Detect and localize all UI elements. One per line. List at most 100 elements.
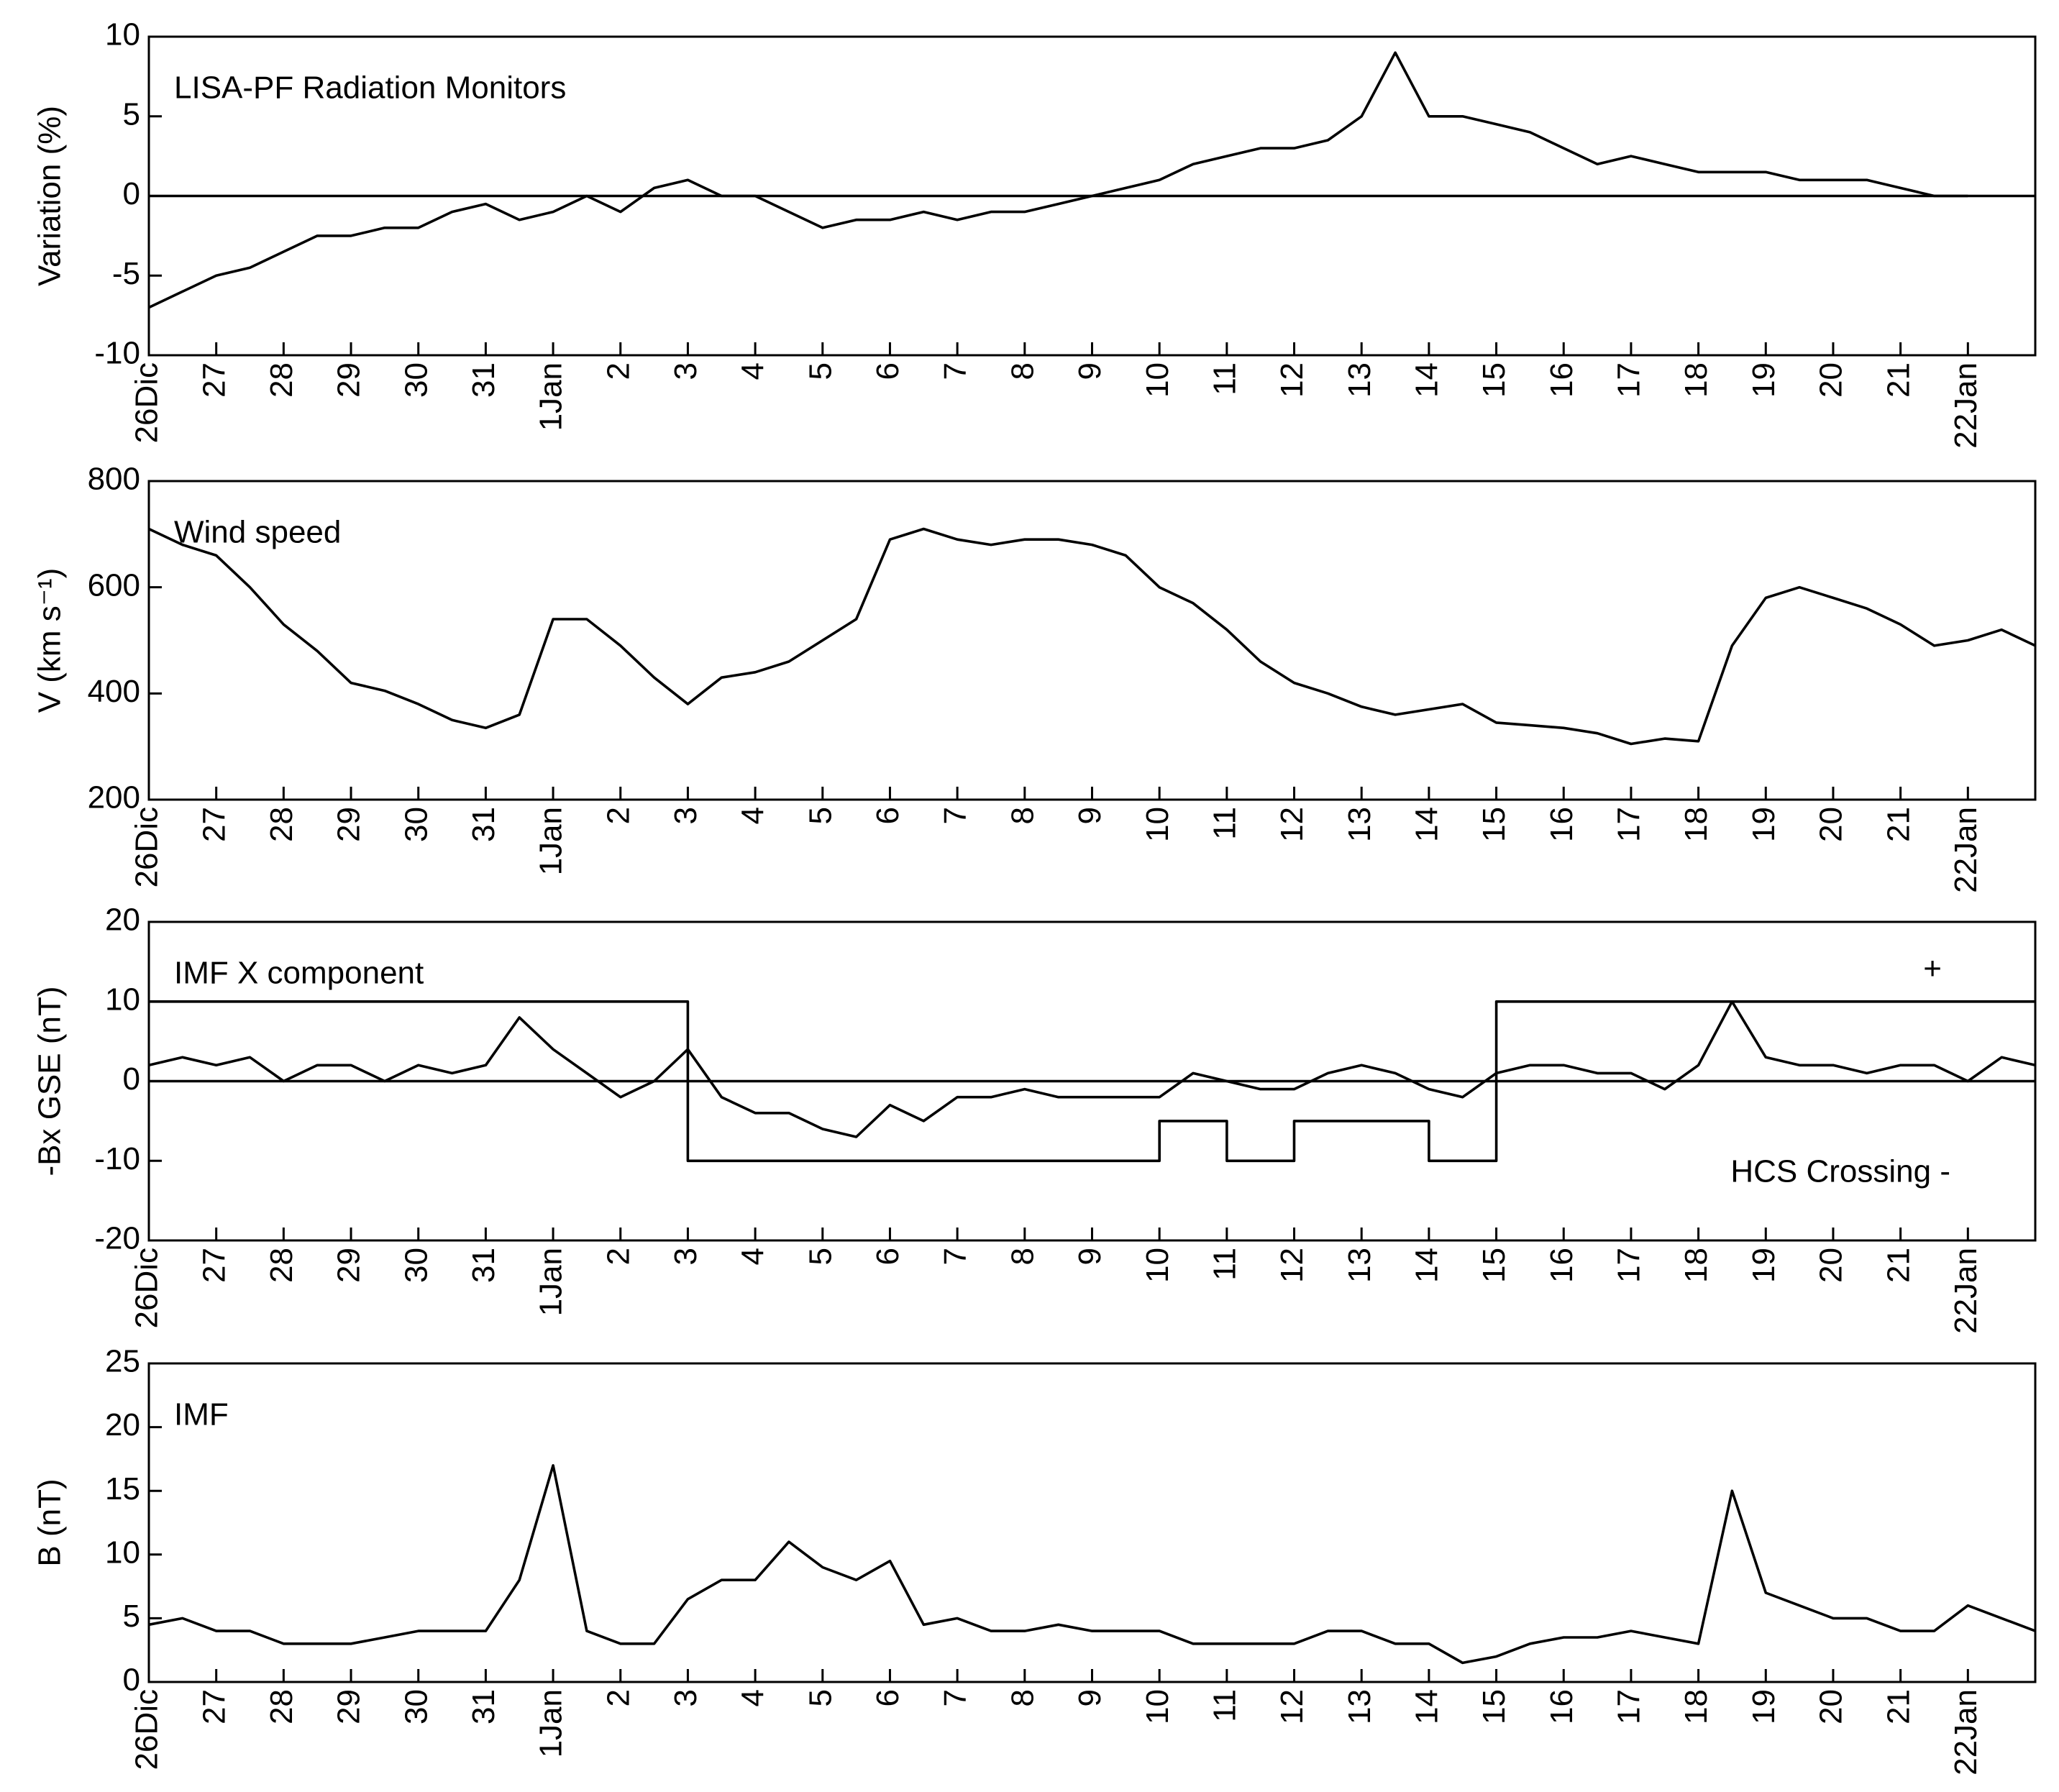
x-tick-label: 30 [398, 1689, 434, 1724]
x-tick-label: 13 [1342, 1248, 1377, 1283]
x-tick-label: 22Jan [1948, 1248, 1983, 1334]
y-tick-label: 800 [88, 462, 140, 497]
y-tick-label: 25 [105, 1344, 140, 1379]
x-tick-label: 14 [1410, 362, 1445, 398]
x-tick-label: 19 [1746, 807, 1781, 842]
plot-frame [147, 1362, 2037, 1683]
x-tick-label: 15 [1476, 1248, 1512, 1283]
x-tick-label: 5 [803, 1248, 838, 1265]
y-axis-label: -Bx GSE (nT) [32, 986, 68, 1176]
data-line [148, 1000, 2036, 1138]
x-tick-label: 20 [1814, 362, 1849, 398]
panel-label: IMF [174, 1397, 229, 1432]
y-tick-label: 0 [123, 176, 140, 211]
x-tick-label: 12 [1274, 362, 1310, 398]
x-tick-label: 11 [1207, 362, 1242, 396]
x-tick-label: 6 [870, 1689, 905, 1706]
x-tick-label: 27 [196, 807, 232, 842]
x-tick-label: 28 [264, 1248, 299, 1283]
x-tick-label: 4 [736, 1248, 771, 1265]
y-tick-label: 20 [105, 902, 140, 938]
y-tick-label: 15 [105, 1471, 140, 1507]
x-tick-label: 7 [938, 1689, 973, 1706]
panel-label: LISA-PF Radiation Monitors [174, 70, 566, 106]
y-tick-label: 0 [123, 1663, 140, 1698]
y-axis-label: Variation (%) [32, 106, 68, 286]
x-tick-label: 2 [601, 807, 636, 824]
x-tick-label: 22Jan [1948, 362, 1983, 449]
x-tick-label: 29 [332, 1248, 367, 1283]
y-tick-label: 0 [123, 1061, 140, 1097]
x-tick-label: 18 [1679, 1248, 1714, 1283]
x-tick-label: 12 [1274, 1248, 1310, 1283]
x-tick-label: 16 [1544, 362, 1579, 398]
x-tick-label: 5 [803, 1689, 838, 1706]
x-tick-label: 14 [1410, 807, 1445, 842]
x-tick-label: 8 [1005, 362, 1040, 380]
plot-frame [147, 480, 2037, 801]
x-tick-label: 11 [1207, 807, 1242, 840]
y-tick-label: 600 [88, 567, 140, 603]
x-tick-label: 20 [1814, 1248, 1849, 1283]
x-tick-label: 2 [601, 362, 636, 380]
x-tick-label: 29 [332, 1689, 367, 1724]
x-tick-label: 15 [1476, 807, 1512, 842]
y-axis-label: B (nT) [32, 1478, 68, 1566]
x-tick-label: 9 [1072, 1248, 1108, 1265]
x-tick-label: 2 [601, 1689, 636, 1706]
x-tick-label: 20 [1814, 807, 1849, 842]
x-tick-label: 14 [1410, 1248, 1445, 1283]
x-tick-label: 10 [1140, 1248, 1175, 1283]
x-tick-label: 9 [1072, 362, 1108, 380]
data-line [148, 1464, 2036, 1665]
x-tick-label: 3 [668, 807, 703, 824]
y-tick-label: -10 [94, 336, 140, 371]
y-tick-label: 20 [105, 1407, 140, 1443]
x-tick-label: 16 [1544, 1689, 1579, 1724]
data-line [148, 527, 2036, 746]
x-tick-label: 20 [1814, 1689, 1849, 1724]
y-tick-label: 10 [105, 17, 140, 52]
x-tick-label: 16 [1544, 807, 1579, 842]
x-tick-label: 4 [736, 1689, 771, 1706]
x-tick-label: 18 [1679, 1689, 1714, 1724]
x-tick-label: 12 [1274, 1689, 1310, 1724]
y-tick-label: 400 [88, 674, 140, 709]
x-tick-label: 4 [736, 362, 771, 380]
x-tick-label: 15 [1476, 362, 1512, 398]
x-tick-label: 2 [601, 1248, 636, 1265]
x-tick-label: 13 [1342, 362, 1377, 398]
x-tick-label: 3 [668, 362, 703, 380]
x-tick-label: 9 [1072, 807, 1108, 824]
x-tick-label: 1Jan [534, 1689, 569, 1757]
x-tick-label: 10 [1140, 807, 1175, 842]
y-tick-label: -20 [94, 1221, 140, 1256]
y-tick-label: 5 [123, 96, 140, 132]
x-tick-label: 6 [870, 362, 905, 380]
y-tick-label: 200 [88, 780, 140, 815]
x-tick-label: 30 [398, 362, 434, 398]
x-tick-label: 22Jan [1948, 807, 1983, 893]
x-tick-label: 8 [1005, 1689, 1040, 1706]
x-tick-label: 12 [1274, 807, 1310, 842]
x-tick-label: 3 [668, 1248, 703, 1265]
x-tick-label: 19 [1746, 1248, 1781, 1283]
annotation: HCS Crossing - [1730, 1154, 1950, 1189]
x-tick-label: 3 [668, 1689, 703, 1706]
y-tick-label: 10 [105, 1535, 140, 1570]
x-tick-label: 7 [938, 807, 973, 824]
x-tick-label: 1Jan [534, 1248, 569, 1316]
x-tick-label: 11 [1207, 1689, 1242, 1722]
x-tick-label: 28 [264, 807, 299, 842]
data-line [148, 51, 1968, 309]
x-tick-label: 18 [1679, 362, 1714, 398]
x-tick-label: 31 [466, 807, 501, 842]
x-tick-label: 19 [1746, 1689, 1781, 1724]
x-tick-label: 9 [1072, 1689, 1108, 1706]
x-tick-label: 5 [803, 362, 838, 380]
x-tick-label: 11 [1207, 1248, 1242, 1281]
x-tick-label: 13 [1342, 1689, 1377, 1724]
x-tick-label: 26Dic [129, 807, 165, 888]
x-tick-label: 17 [1612, 1689, 1647, 1724]
